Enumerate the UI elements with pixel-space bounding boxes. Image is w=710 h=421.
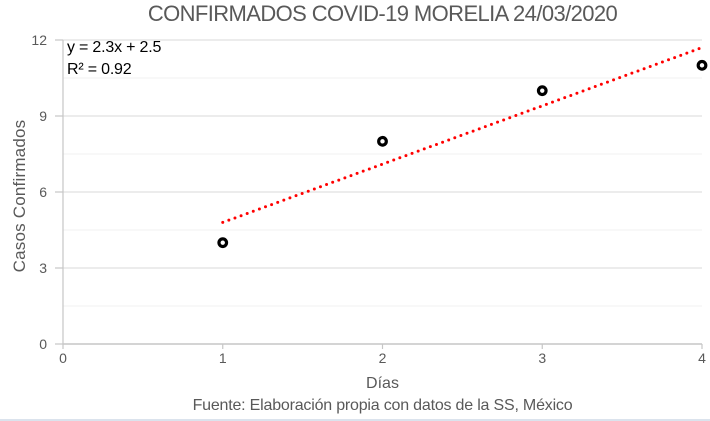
bottom-border: [0, 419, 710, 421]
x-axis-title: Días: [366, 375, 399, 392]
trendline-annotation: y = 2.3x + 2.5 R² = 0.92: [67, 37, 161, 81]
x-tick-label: 3: [538, 350, 546, 366]
data-point-marker: [377, 135, 388, 147]
y-tick-label: 9: [39, 108, 47, 124]
y-tick-label: 0: [39, 336, 47, 352]
chart-title: CONFIRMADOS COVID-19 MORELIA 24/03/2020: [147, 1, 618, 26]
x-tick-label: 4: [698, 350, 706, 366]
x-tick-label: 1: [219, 350, 227, 366]
y-tick-label: 12: [31, 32, 47, 48]
trendline-equation: y = 2.3x + 2.5: [67, 39, 162, 56]
data-point-marker: [696, 59, 708, 71]
x-tick-label: 2: [379, 350, 387, 366]
x-tick-label: 0: [59, 350, 67, 366]
trendline-r-squared: R² = 0.92: [67, 61, 132, 78]
data-point-marker: [217, 237, 229, 249]
y-tick-label: 6: [39, 184, 47, 200]
trendline: [221, 46, 704, 224]
y-tick-label: 3: [39, 260, 47, 276]
source-caption: Fuente: Elaboración propia con datos de …: [192, 397, 573, 414]
data-point-marker: [536, 85, 548, 97]
